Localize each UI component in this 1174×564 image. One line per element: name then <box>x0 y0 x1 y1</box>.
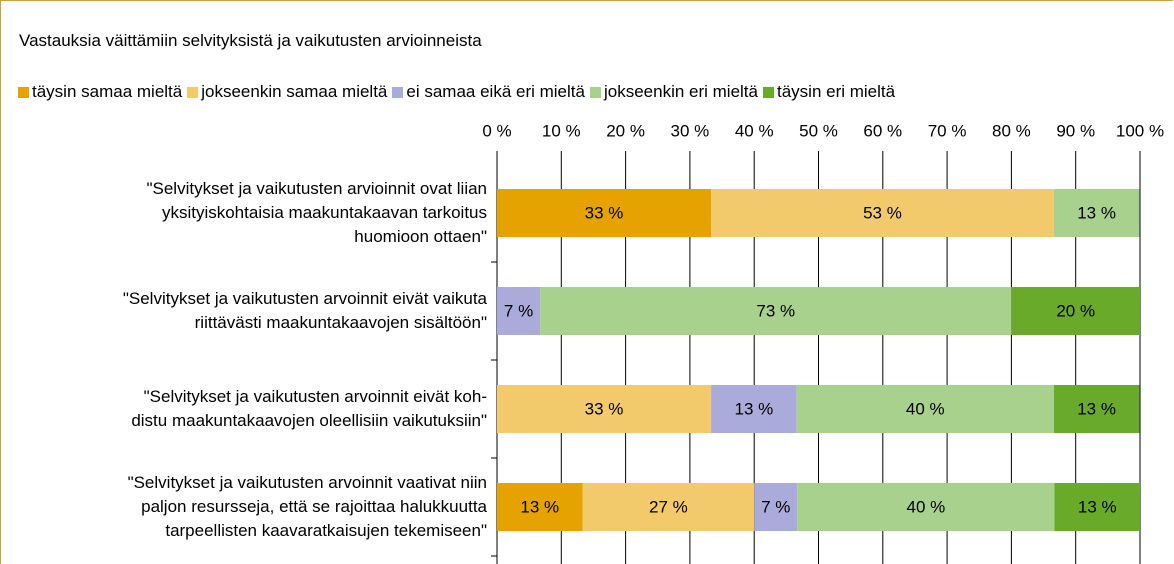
legend-item: jokseenkin samaa mieltä <box>187 82 387 102</box>
legend-item: jokseenkin eri mieltä <box>589 82 758 102</box>
legend-item: täysin samaa mieltä <box>18 82 182 102</box>
legend-label: ei samaa eikä eri mieltä <box>406 82 585 101</box>
bar-segment <box>1054 483 1140 531</box>
data-label: 33 % <box>585 203 624 222</box>
data-label: 40 % <box>907 497 946 516</box>
x-tick-label: 70 % <box>928 121 967 140</box>
bar-segment <box>1053 385 1140 433</box>
chart-title: Vastauksia väittämiin selvityksistä ja v… <box>19 31 482 50</box>
data-label: 13 % <box>1077 203 1116 222</box>
data-label: 20 % <box>1056 301 1095 320</box>
x-tick-label: 100 % <box>1116 121 1164 140</box>
x-tick-label: 10 % <box>542 121 581 140</box>
data-label: 33 % <box>585 399 624 418</box>
x-tick-label: 30 % <box>671 121 710 140</box>
x-tick-label: 0 % <box>482 121 511 140</box>
category-label: "Selvitykset ja vaikutusten arvoinnit ei… <box>131 387 487 430</box>
category-label: "Selvitykset ja vaikutusten arvoinnit ei… <box>122 289 487 332</box>
bar-segment <box>754 483 798 531</box>
x-tick-label: 80 % <box>992 121 1031 140</box>
data-label: 27 % <box>649 497 688 516</box>
bar-segment <box>711 385 797 433</box>
bar-segment <box>540 287 1012 335</box>
data-label: 13 % <box>1077 399 1116 418</box>
legend-swatch <box>762 86 774 98</box>
bar-segment <box>711 189 1054 237</box>
legend: täysin samaa mieltä jokseenkin samaa miel… <box>18 82 900 102</box>
legend-swatch <box>589 86 601 98</box>
bar-segment <box>796 385 1054 433</box>
x-tick-label: 20 % <box>606 121 645 140</box>
bar-segment <box>1053 189 1140 237</box>
category-label: "Selvitykset ja vaikutusten arvioinnit o… <box>146 179 487 246</box>
legend-label: täysin eri mieltä <box>776 82 896 101</box>
bar-segment <box>497 385 712 433</box>
data-label: 13 % <box>735 399 774 418</box>
data-label: 7 % <box>761 497 790 516</box>
x-tick-label: 90 % <box>1056 121 1095 140</box>
data-label: 7 % <box>504 301 533 320</box>
bar-segment <box>497 287 541 335</box>
data-label: 40 % <box>906 399 945 418</box>
data-label: 53 % <box>863 203 902 222</box>
category-label: "Selvitykset ja vaikutusten arvoinnit va… <box>127 473 487 540</box>
bar-segment <box>582 483 755 531</box>
bar-segment <box>497 189 712 237</box>
bar-segment <box>1011 287 1140 335</box>
legend-label: täysin samaa mieltä <box>32 82 183 101</box>
legend-swatch <box>187 86 199 98</box>
legend-label: jokseenkin samaa mieltä <box>201 82 388 101</box>
bars: 33 % 53 % 13 % 7 % 73 % 20 % 33 % 13 % 40 % 13 % 1… <box>497 189 1140 531</box>
legend-item: ei samaa eikä eri mieltä <box>392 82 585 102</box>
data-label: 13 % <box>520 497 559 516</box>
legend-swatch <box>18 86 29 98</box>
x-tick-label: 60 % <box>863 121 902 140</box>
x-tick-label: 40 % <box>735 121 774 140</box>
data-label: 73 % <box>756 301 795 320</box>
legend-item: täysin eri mieltä <box>762 82 896 102</box>
data-label: 13 % <box>1078 497 1117 516</box>
bar-segment <box>497 483 583 531</box>
legend-label: jokseenkin eri mieltä <box>603 82 758 101</box>
bar-segment <box>797 483 1055 531</box>
x-tick-label: 50 % <box>799 121 838 140</box>
legend-swatch <box>392 86 404 98</box>
